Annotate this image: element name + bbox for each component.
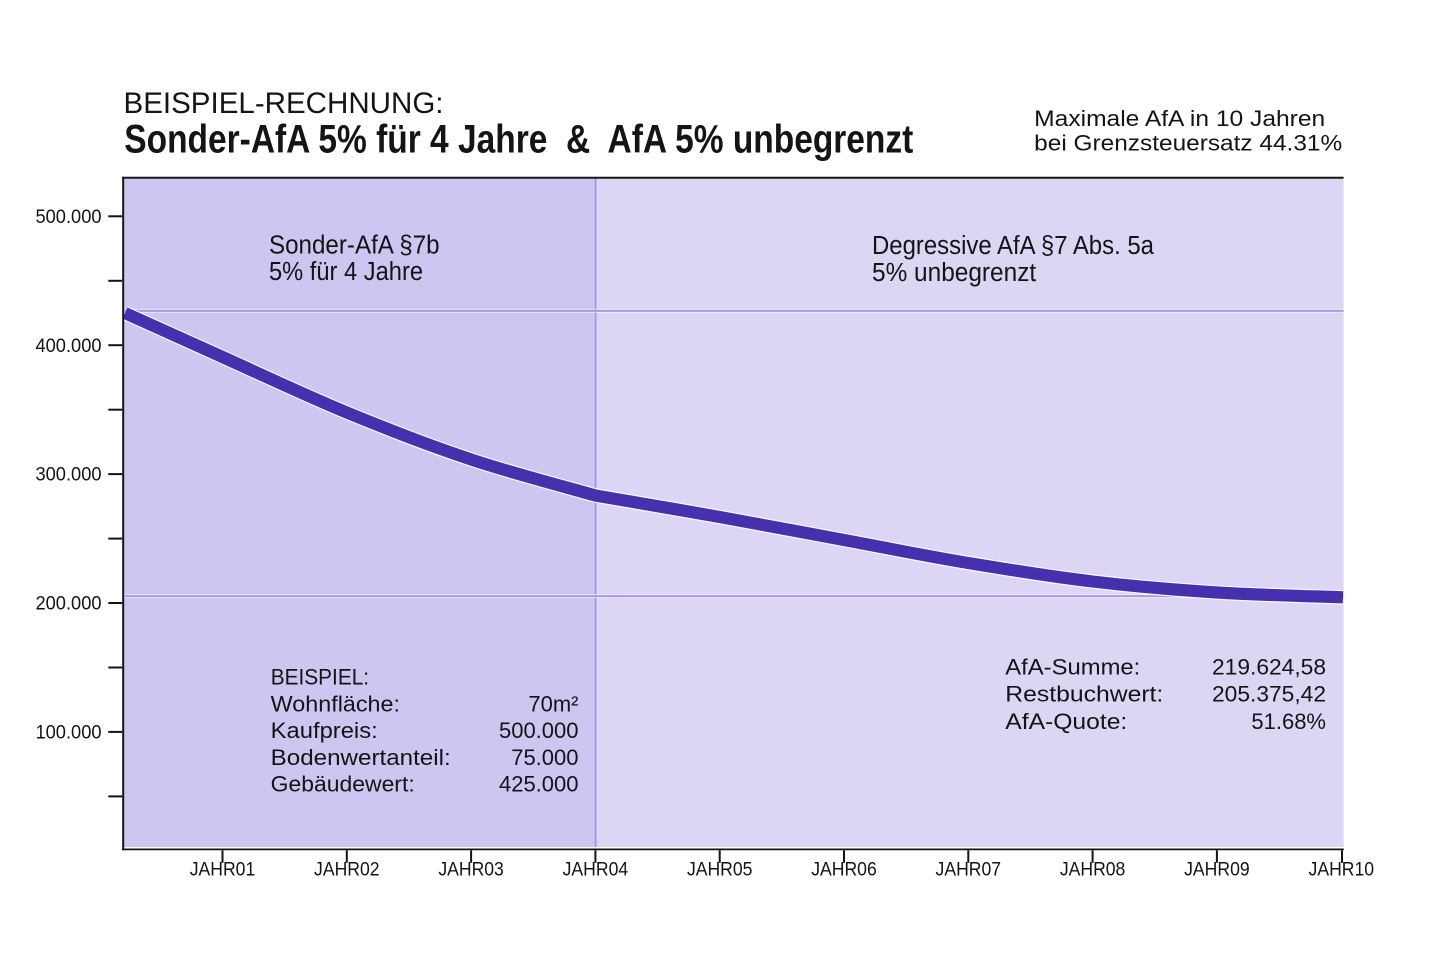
svg-text:Sonder-AfA 5% für 4 Jahre &: Sonder-AfA 5% für 4 Jahre & AfA 5% unbeg… <box>124 118 913 162</box>
svg-text:JAHR04: JAHR04 <box>563 859 629 880</box>
svg-text:JAHR02: JAHR02 <box>314 859 380 880</box>
svg-text:500.000: 500.000 <box>499 718 579 743</box>
svg-text:Sonder-AfA §7b: Sonder-AfA §7b <box>269 230 440 260</box>
svg-text:JAHR05: JAHR05 <box>687 859 753 880</box>
svg-text:100.000: 100.000 <box>36 723 102 744</box>
svg-text:5% unbegrenzt: 5% unbegrenzt <box>872 257 1037 287</box>
svg-text:Gebäudewert:: Gebäudewert: <box>271 772 415 797</box>
svg-text:219.624,58: 219.624,58 <box>1212 655 1326 680</box>
svg-text:Bodenwertanteil:: Bodenwertanteil: <box>271 745 451 770</box>
svg-text:Kaufpreis:: Kaufpreis: <box>271 718 378 743</box>
svg-text:AfA-Summe:: AfA-Summe: <box>1005 655 1140 680</box>
svg-text:AfA-Quote:: AfA-Quote: <box>1005 709 1127 734</box>
svg-text:JAHR06: JAHR06 <box>811 859 877 880</box>
svg-text:205.375,42: 205.375,42 <box>1212 682 1326 707</box>
svg-text:5% für 4 Jahre: 5% für 4 Jahre <box>269 256 423 286</box>
svg-text:Maximale AfA in 10 Jahren: Maximale AfA in 10 Jahren <box>1034 106 1325 131</box>
svg-text:200.000: 200.000 <box>36 594 102 615</box>
svg-text:JAHR10: JAHR10 <box>1309 859 1375 880</box>
svg-text:JAHR07: JAHR07 <box>936 859 1002 880</box>
svg-text:500.000: 500.000 <box>36 207 102 228</box>
svg-text:bei Grenzsteuersatz 44.31%: bei Grenzsteuersatz 44.31% <box>1034 131 1342 156</box>
svg-text:JAHR03: JAHR03 <box>438 859 504 880</box>
svg-text:JAHR01: JAHR01 <box>190 859 256 880</box>
svg-text:JAHR09: JAHR09 <box>1184 859 1250 880</box>
svg-text:400.000: 400.000 <box>36 336 102 357</box>
svg-text:Degressive AfA §7 Abs. 5a: Degressive AfA §7 Abs. 5a <box>872 230 1154 260</box>
svg-text:51.68%: 51.68% <box>1251 709 1326 734</box>
svg-text:Wohnfläche:: Wohnfläche: <box>271 692 400 717</box>
svg-text:425.000: 425.000 <box>499 772 579 797</box>
svg-text:Restbuchwert:: Restbuchwert: <box>1005 682 1163 707</box>
svg-text:BEISPIEL:: BEISPIEL: <box>271 665 369 690</box>
svg-text:75.000: 75.000 <box>511 745 578 770</box>
svg-text:BEISPIEL-RECHNUNG:: BEISPIEL-RECHNUNG: <box>124 87 444 120</box>
svg-text:70m²: 70m² <box>528 692 578 717</box>
svg-text:300.000: 300.000 <box>36 465 102 486</box>
svg-text:JAHR08: JAHR08 <box>1060 859 1126 880</box>
